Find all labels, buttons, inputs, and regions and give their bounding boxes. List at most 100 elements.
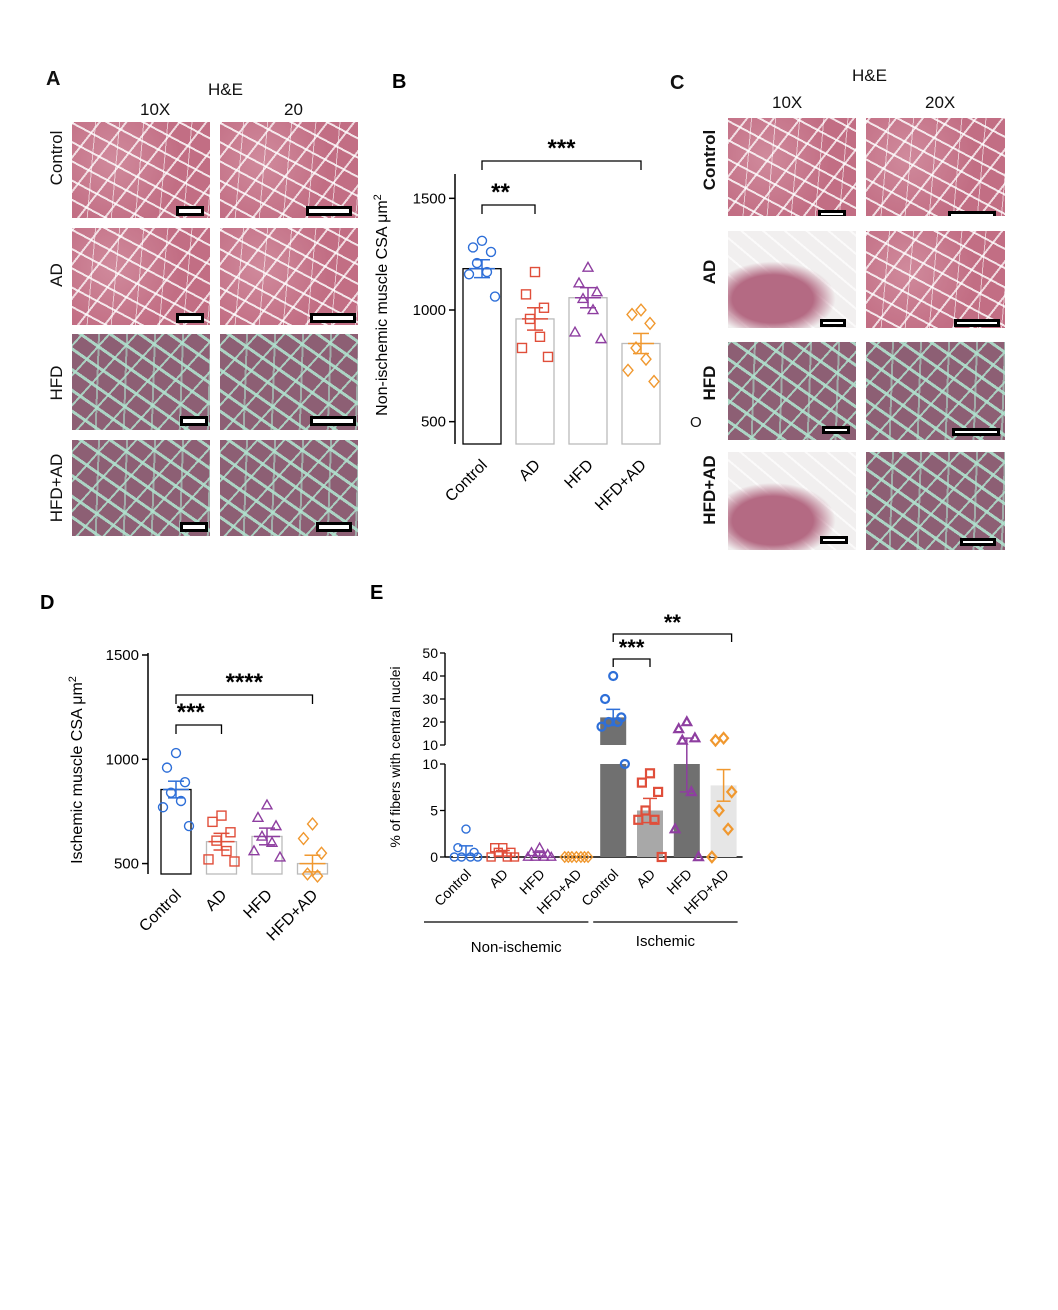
data-point	[640, 805, 651, 816]
bar-control	[160, 788, 192, 875]
data-point	[453, 843, 463, 853]
y-tick-label: 1500	[106, 647, 139, 664]
data-point	[575, 850, 587, 864]
panel-letter-a: A	[46, 68, 61, 90]
significance-bracket	[612, 658, 651, 667]
data-point	[516, 342, 528, 354]
x-tick-label: AD	[633, 866, 658, 891]
panel-letter-b: B	[392, 71, 406, 93]
chart-e-y-axis-label: % of fibers with central nuclei	[387, 666, 403, 847]
bar-hfd-ad	[621, 342, 661, 445]
data-point	[251, 811, 265, 822]
panel-letter-d: D	[40, 592, 54, 614]
data-point	[183, 820, 195, 832]
group-label: Ischemic	[636, 933, 696, 950]
data-point	[644, 768, 656, 779]
panel-a-row-label-hfd-ad: HFD+AD	[47, 453, 66, 523]
data-point	[594, 332, 608, 344]
y-tick-label: 30	[422, 691, 438, 707]
data-point	[269, 819, 283, 831]
bar-hfd	[568, 297, 608, 445]
x-tick-label: AD	[486, 866, 511, 891]
micrograph-c-control-20x	[866, 118, 1005, 216]
x-tick-label: Control	[442, 457, 490, 505]
data-point	[472, 852, 483, 862]
data-point	[626, 307, 638, 322]
significance-label: **	[664, 610, 682, 635]
micrograph-a-control-10x	[72, 122, 210, 218]
data-point	[297, 831, 310, 846]
x-tick-label: Control	[431, 866, 474, 909]
y-tick-label: 10	[422, 756, 438, 772]
data-point	[247, 844, 261, 856]
significance-label: **	[491, 179, 510, 206]
data-point	[315, 846, 328, 861]
data-point	[572, 276, 586, 288]
micrograph-a-ad-10x	[72, 228, 210, 325]
significance-bracket	[612, 633, 733, 642]
y-tick-label: 1500	[413, 190, 446, 207]
data-point	[486, 852, 496, 862]
data-point	[579, 850, 590, 864]
panel-a-col-label-20: 20	[284, 100, 303, 119]
data-point	[463, 269, 475, 280]
x-tick-label: HFD	[516, 866, 548, 898]
panel-a-col-label-10x: 10X	[140, 100, 171, 119]
data-point	[633, 814, 644, 825]
data-point	[467, 242, 479, 253]
data-point	[509, 852, 520, 862]
data-point	[559, 850, 571, 864]
x-tick-label: HFD+AD	[592, 457, 650, 510]
x-tick-label: HFD	[241, 887, 276, 922]
panel-a-row-label-ad: AD	[47, 263, 66, 287]
data-point	[170, 747, 182, 759]
data-point	[586, 303, 600, 315]
data-point	[644, 316, 656, 331]
micrograph-c-hfd-ad-10x	[728, 452, 856, 550]
data-point	[221, 845, 232, 857]
y-tick-label: 1000	[413, 302, 446, 319]
data-point	[485, 246, 497, 258]
significance-bracket	[481, 204, 536, 214]
panel-c-stain-label: H&E	[852, 66, 887, 85]
data-point	[520, 289, 532, 300]
data-point	[471, 257, 483, 269]
data-point	[562, 850, 574, 864]
data-point	[179, 777, 191, 788]
data-point	[676, 733, 689, 745]
data-point	[449, 852, 460, 862]
data-point	[538, 850, 550, 861]
significance-label: ***	[547, 135, 576, 162]
data-point	[207, 816, 218, 828]
data-point	[566, 850, 578, 864]
x-tick-label: HFD	[562, 457, 597, 492]
data-point	[534, 841, 546, 852]
data-point	[456, 852, 467, 862]
y-tick-label: 5	[430, 803, 438, 819]
data-point	[648, 374, 660, 389]
chart-e: E % of fibers with central nuclei 10 20 30…	[370, 582, 743, 956]
data-point	[273, 850, 287, 862]
data-point	[581, 260, 595, 272]
data-point	[576, 292, 590, 304]
data-point	[525, 846, 538, 857]
data-point	[461, 824, 471, 834]
micrograph-c-control-10x	[728, 118, 856, 216]
y-tick-label: 20	[422, 714, 438, 730]
data-point	[612, 716, 623, 728]
data-point	[260, 798, 274, 810]
svg-text:Ischemic muscle CSA μm2: Ischemic muscle CSA μm2	[67, 676, 86, 864]
data-point	[571, 850, 582, 864]
y-tick-label: 50	[422, 645, 438, 661]
x-tick-label: Control	[578, 866, 621, 909]
panel-c-col-label-10x: 10X	[772, 93, 803, 112]
panel-c-row-label-hfd-ad: HFD+AD	[700, 455, 719, 525]
data-point	[255, 829, 269, 841]
data-point	[545, 850, 557, 861]
data-point	[476, 235, 488, 246]
significance-bracket	[175, 694, 314, 704]
data-point	[709, 733, 722, 748]
data-point	[619, 758, 630, 770]
data-point	[640, 352, 652, 367]
panel-a-row-label-control: Control	[47, 130, 66, 186]
